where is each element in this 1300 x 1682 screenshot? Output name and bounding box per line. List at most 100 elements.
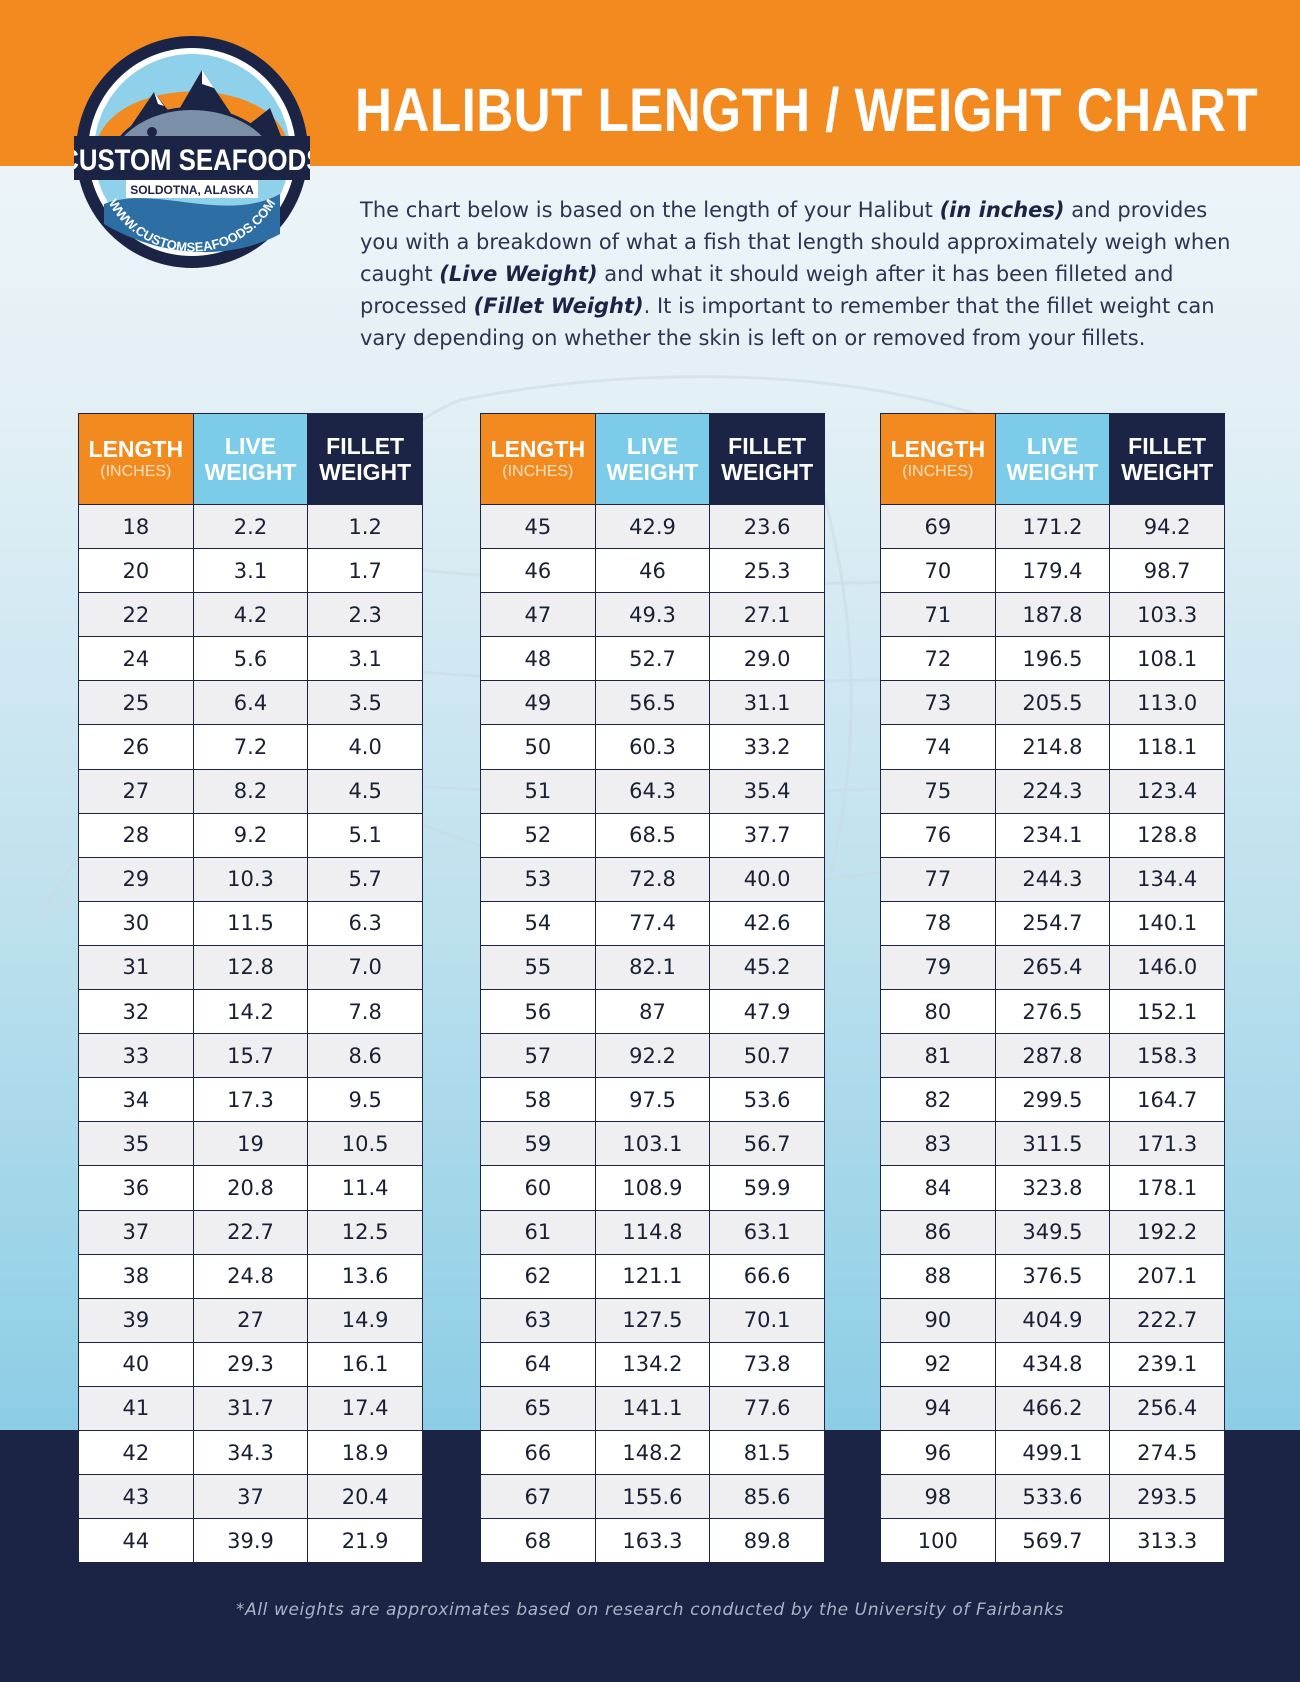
live-weight-cell: 127.5 (594, 1297, 711, 1343)
length-cell: 45 (480, 503, 596, 550)
fillet-weight-cell: 3.1 (307, 636, 423, 682)
fillet-weight-cell: 5.7 (307, 856, 423, 902)
table-row: 53 72.8 40.0 (480, 856, 825, 902)
table-row: 59 103.1 56.7 (480, 1121, 825, 1167)
live-weight-column-header: LIVE WEIGHT (594, 413, 711, 505)
live-weight-cell: 7.2 (192, 724, 309, 770)
fillet-weight-cell: 25.3 (709, 548, 825, 594)
table-row: 65 141.1 77.6 (480, 1385, 825, 1431)
live-weight-cell: 6.4 (192, 680, 309, 726)
length-cell: 100 (880, 1518, 996, 1564)
fillet-weight-cell: 158.3 (1109, 1033, 1225, 1079)
live-weight-cell: 121.1 (594, 1253, 711, 1299)
table-row: 96 499.1 274.5 (880, 1429, 1225, 1476)
length-cell: 73 (880, 680, 996, 726)
fillet-weight-cell: 256.4 (1109, 1385, 1225, 1431)
length-cell: 68 (480, 1518, 596, 1564)
table-row: 81 287.8 158.3 (880, 1033, 1225, 1079)
header-text: WEIGHT (721, 459, 814, 485)
length-cell: 79 (880, 944, 996, 991)
table-row: 44 39.9 21.9 (78, 1518, 423, 1564)
fillet-weight-cell: 293.5 (1109, 1474, 1225, 1520)
live-weight-cell: 404.9 (994, 1297, 1111, 1343)
fillet-weight-cell: 13.6 (307, 1253, 423, 1299)
table-header-row: LENGTH (INCHES) LIVE WEIGHT FILLET WEIGHT (78, 413, 423, 505)
length-column-header: LENGTH (INCHES) (880, 413, 996, 505)
fillet-weight-column-header: FILLET WEIGHT (1109, 413, 1225, 505)
length-cell: 94 (880, 1385, 996, 1431)
table-row: 28 9.2 5.1 (78, 812, 423, 858)
length-cell: 77 (880, 856, 996, 902)
length-cell: 48 (480, 636, 596, 682)
live-weight-cell: 114.8 (594, 1209, 711, 1255)
table-row: 27 8.2 4.5 (78, 768, 423, 814)
length-cell: 71 (880, 592, 996, 638)
table-row: 79 265.4 146.0 (880, 944, 1225, 991)
length-cell: 47 (480, 592, 596, 638)
table-row: 64 134.2 73.8 (480, 1341, 825, 1387)
length-cell: 25 (78, 680, 194, 726)
header-text: FILLET (1128, 433, 1207, 459)
table-row: 26 7.2 4.0 (78, 724, 423, 770)
live-weight-cell: 72.8 (594, 856, 711, 902)
fillet-weight-cell: 1.7 (307, 548, 423, 594)
header-text: WEIGHT (204, 459, 297, 485)
live-weight-cell: 244.3 (994, 856, 1111, 902)
length-cell: 50 (480, 724, 596, 770)
live-weight-cell: 9.2 (192, 812, 309, 858)
table-row: 74 214.8 118.1 (880, 724, 1225, 770)
length-cell: 61 (480, 1209, 596, 1255)
header-text: FILLET (728, 433, 807, 459)
header-text: LENGTH (88, 436, 184, 462)
length-cell: 55 (480, 944, 596, 991)
live-weight-cell: 196.5 (994, 636, 1111, 682)
table-row: 40 29.3 16.1 (78, 1341, 423, 1387)
length-cell: 51 (480, 768, 596, 814)
table-row: 68 163.3 89.8 (480, 1518, 825, 1564)
live-weight-cell: 205.5 (994, 680, 1111, 726)
header-text: LENGTH (890, 436, 986, 462)
fillet-weight-cell: 113.0 (1109, 680, 1225, 726)
length-cell: 20 (78, 548, 194, 594)
fillet-weight-cell: 66.6 (709, 1253, 825, 1299)
fillet-weight-cell: 146.0 (1109, 944, 1225, 991)
table-row: 18 2.2 1.2 (78, 503, 423, 550)
weight-table-1: LENGTH (INCHES) LIVE WEIGHT FILLET WEIGHT 18 2.… (78, 413, 423, 1564)
fillet-weight-cell: 134.4 (1109, 856, 1225, 902)
length-cell: 63 (480, 1297, 596, 1343)
table-row: 75 224.3 123.4 (880, 768, 1225, 814)
length-cell: 41 (78, 1385, 194, 1431)
table-row: 38 24.8 13.6 (78, 1253, 423, 1299)
table-row: 61 114.8 63.1 (480, 1209, 825, 1255)
live-weight-cell: 466.2 (994, 1385, 1111, 1431)
length-cell: 36 (78, 1165, 194, 1211)
fillet-weight-cell: 192.2 (1109, 1209, 1225, 1255)
live-weight-cell: 299.5 (994, 1077, 1111, 1123)
live-weight-cell: 103.1 (594, 1121, 711, 1167)
length-cell: 81 (880, 1033, 996, 1079)
header-text: (INCHES) (502, 463, 574, 480)
length-cell: 42 (78, 1429, 194, 1476)
table-row: 58 97.5 53.6 (480, 1077, 825, 1123)
fillet-weight-cell: 123.4 (1109, 768, 1225, 814)
table-row: 78 254.7 140.1 (880, 900, 1225, 946)
length-cell: 35 (78, 1121, 194, 1167)
fillet-weight-cell: 10.5 (307, 1121, 423, 1167)
fillet-weight-cell: 4.0 (307, 724, 423, 770)
table-row: 72 196.5 108.1 (880, 636, 1225, 682)
table-row: 24 5.6 3.1 (78, 636, 423, 682)
live-weight-cell: 97.5 (594, 1077, 711, 1123)
length-cell: 32 (78, 989, 194, 1035)
fillet-weight-cell: 85.6 (709, 1474, 825, 1520)
length-cell: 62 (480, 1253, 596, 1299)
live-weight-cell: 56.5 (594, 680, 711, 726)
header-text: WEIGHT (1006, 459, 1099, 485)
table-row: 90 404.9 222.7 (880, 1297, 1225, 1343)
fillet-weight-cell: 77.6 (709, 1385, 825, 1431)
table-row: 100 569.7 313.3 (880, 1518, 1225, 1564)
table-row: 83 311.5 171.3 (880, 1121, 1225, 1167)
fillet-weight-cell: 53.6 (709, 1077, 825, 1123)
length-cell: 84 (880, 1165, 996, 1211)
table-row: 41 31.7 17.4 (78, 1385, 423, 1431)
length-cell: 66 (480, 1429, 596, 1476)
